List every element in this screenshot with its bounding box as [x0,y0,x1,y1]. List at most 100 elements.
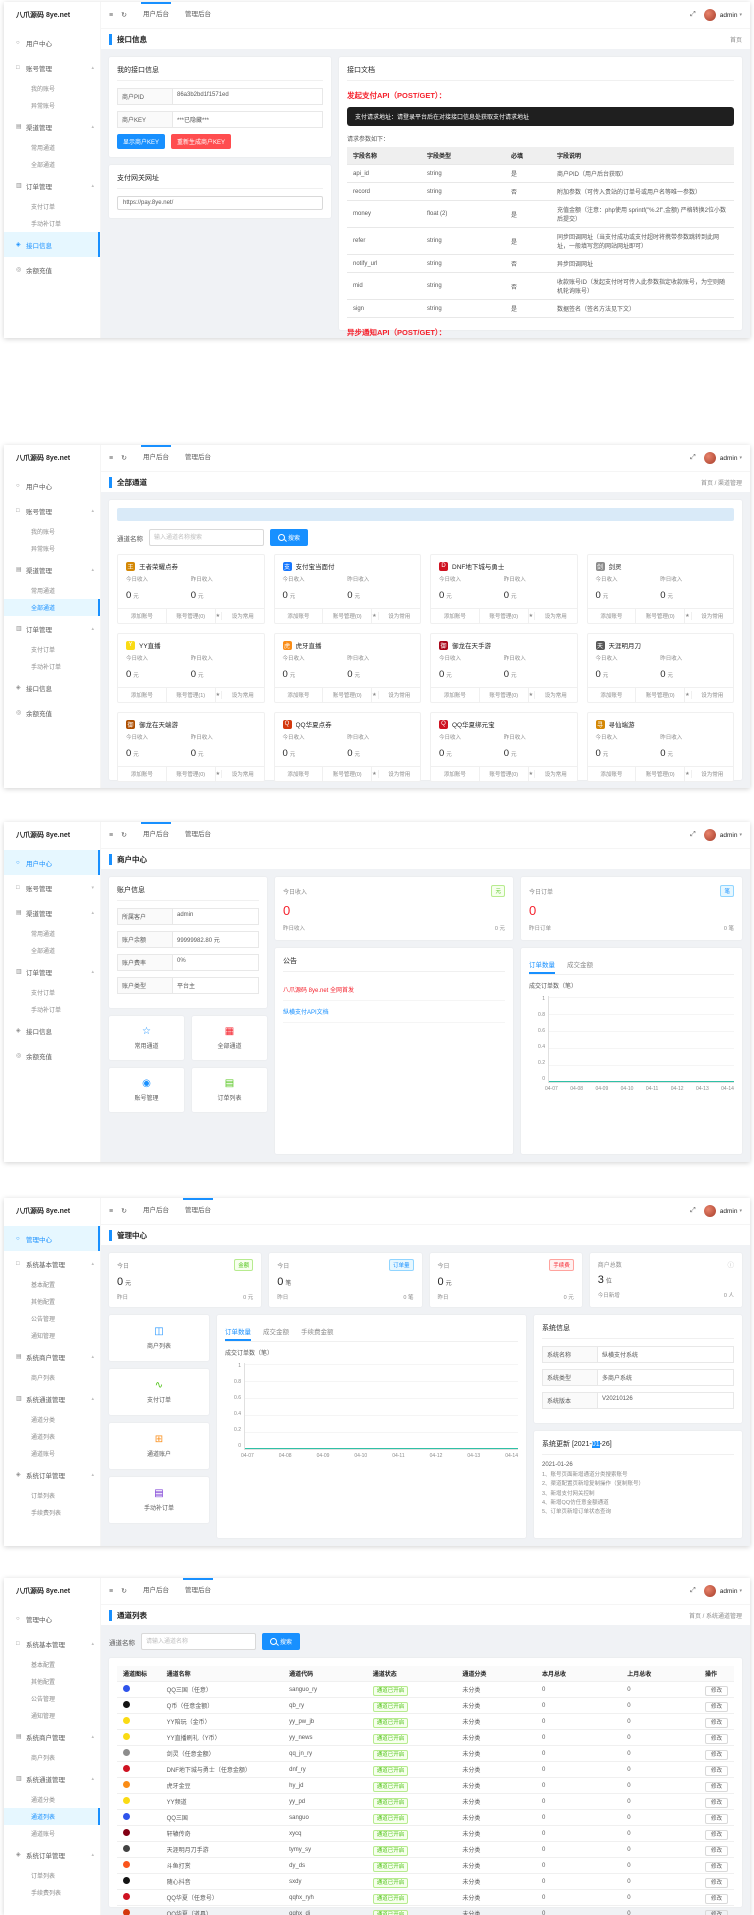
manage-accounts-link[interactable]: 账号管理(1) [165,688,215,702]
edit-button[interactable]: 修改 [704,1765,728,1776]
search-button[interactable]: 搜索 [262,1633,301,1650]
fullscreen-icon[interactable]: ⤢ [690,1207,696,1214]
tab-user-backend[interactable]: 用户后台 [142,1587,169,1594]
sidebar-item[interactable]: ○ 管理中心 [4,1606,100,1631]
sidebar-item[interactable]: 商户列表 [4,1749,100,1766]
username[interactable]: admin [719,454,738,462]
manage-accounts-link[interactable]: 账号管理(0) [478,767,528,781]
add-account-link[interactable]: 添加账号 [600,614,623,620]
sidebar-item[interactable]: ▥ 订单管理 ▴ [4,959,100,984]
manage-accounts-link[interactable]: 账号管理(0) [635,609,684,623]
sidebar-item[interactable]: 通道账号 [4,1445,100,1462]
sidebar-item[interactable]: ◎ 余额充值 [4,1043,100,1068]
quick-action-card[interactable]: ▤ 手动补订单 [109,1477,209,1523]
manage-accounts-link[interactable]: 账号管理(0) [478,688,528,702]
edit-button[interactable]: 修改 [704,1701,728,1712]
set-favorite-link[interactable]: ★ 设为常用 [684,609,733,623]
sidebar-item[interactable]: 异常账号 [4,97,100,114]
sidebar-item[interactable]: □ 账号管理 ▾ [4,875,100,900]
sidebar-item[interactable]: ▤ 系统商户管理 ▴ [4,1724,100,1749]
search-input[interactable] [149,529,264,546]
sidebar-item[interactable]: 手续费列表 [4,1884,100,1901]
breadcrumb[interactable]: 首页 / 渠道管理 [700,480,742,487]
sidebar-item[interactable]: ▥ 订单管理 ▴ [4,616,100,641]
sidebar-item[interactable]: ▥ 订单管理 ▴ [4,173,100,198]
refresh-icon[interactable]: ↻ [121,12,127,19]
add-account-link[interactable]: 添加账号 [130,772,153,778]
username[interactable]: admin [719,11,738,19]
set-favorite-link[interactable]: ★ 设为常用 [214,688,264,702]
edit-button[interactable]: 修改 [704,1813,728,1824]
sidebar-item[interactable]: 通道分类 [4,1411,100,1428]
edit-button[interactable]: 修改 [704,1733,728,1744]
sidebar-item[interactable]: □ 系统基本管理 ▴ [4,1631,100,1656]
edit-button[interactable]: 修改 [704,1893,728,1904]
tab-user-backend[interactable]: 用户后台 [135,822,177,848]
sidebar-item[interactable]: ◈ 接口信息 [4,232,100,257]
set-favorite-link[interactable]: ★ 设为常用 [214,609,264,623]
sidebar-item[interactable]: 手动补订单 [4,658,100,675]
set-favorite-link[interactable]: ★ 设为常用 [684,688,733,702]
edit-button[interactable]: 修改 [704,1797,728,1808]
tab-user-backend[interactable]: 用户后台 [135,2,177,28]
add-account-link[interactable]: 添加账号 [130,693,153,699]
set-favorite-link[interactable]: ★ 设为常用 [684,767,733,781]
sidebar-item[interactable]: 我的账号 [4,80,100,97]
set-favorite-link[interactable]: ★ 设为常用 [371,767,420,781]
set-favorite-link[interactable]: ★ 设为常用 [371,609,420,623]
avatar[interactable] [703,1205,716,1217]
quick-action-card[interactable]: ◉ 账号管理 [109,1068,184,1112]
edit-button[interactable]: 修改 [704,1717,728,1728]
fold-icon[interactable]: ≡ [109,1587,114,1595]
regenerate-key-button[interactable]: 重新生成商户KEY [171,134,232,149]
refresh-icon[interactable]: ↻ [121,1588,127,1595]
add-account-link[interactable]: 添加账号 [443,614,466,620]
show-key-button[interactable]: 显示商户KEY [117,134,166,149]
edit-button[interactable]: 修改 [704,1829,728,1840]
sidebar-item[interactable]: 通道账号 [4,1825,100,1842]
chart-tab[interactable]: 成交金额 [567,962,593,969]
sidebar-item[interactable]: 常用通道 [4,925,100,942]
sidebar-item[interactable]: 通知管理 [4,1707,100,1724]
sidebar-item[interactable]: 订单列表 [4,1867,100,1884]
add-account-link[interactable]: 添加账号 [600,693,623,699]
edit-button[interactable]: 修改 [704,1781,728,1792]
tab-admin-backend[interactable]: 管理后台 [184,454,211,461]
add-account-link[interactable]: 添加账号 [287,693,310,699]
edit-button[interactable]: 修改 [704,1877,728,1888]
edit-button[interactable]: 修改 [704,1909,728,1915]
sidebar-item[interactable]: 全部通道 [4,599,100,616]
sidebar-item[interactable]: 其他配置 [4,1673,100,1690]
refresh-icon[interactable]: ↻ [121,1208,127,1215]
tab-admin-backend[interactable]: 管理后台 [184,831,211,838]
quick-action-card[interactable]: ∿ 支付订单 [109,1369,209,1415]
sidebar-item[interactable]: ◈ 系统订单管理 ▴ [4,1842,100,1867]
announcement-item[interactable]: 纵横支付API文档 [283,1001,505,1023]
sidebar-item[interactable]: 手动补订单 [4,215,100,232]
set-favorite-link[interactable]: ★ 设为常用 [527,688,577,702]
set-favorite-link[interactable]: ★ 设为常用 [527,767,577,781]
search-input[interactable] [141,1633,256,1650]
sidebar-item[interactable]: ▥ 系统通道管理 ▴ [4,1766,100,1791]
set-favorite-link[interactable]: ★ 设为常用 [527,609,577,623]
sidebar-item[interactable]: 通道列表 [4,1808,100,1825]
fold-icon[interactable]: ≡ [109,454,114,462]
fullscreen-icon[interactable]: ⤢ [690,1587,696,1594]
chart-tab[interactable]: 订单数量 [529,956,555,974]
quick-action-card[interactable]: ☆ 常用通道 [109,1016,184,1060]
add-account-link[interactable]: 添加账号 [443,772,466,778]
avatar[interactable] [703,452,716,464]
sidebar-item[interactable]: 基本配置 [4,1656,100,1673]
sidebar-item[interactable]: 商户列表 [4,1369,100,1386]
sidebar-item[interactable]: 支付订单 [4,984,100,1001]
sidebar-item[interactable]: ◎ 余额充值 [4,700,100,725]
search-button[interactable]: 搜索 [270,529,309,546]
avatar[interactable] [703,829,716,841]
sidebar-item[interactable]: ▤ 系统商户管理 ▴ [4,1344,100,1369]
sidebar-item[interactable]: 手动补订单 [4,1001,100,1018]
sidebar-item[interactable]: ▥ 系统通道管理 ▴ [4,1386,100,1411]
sidebar-item[interactable]: ◈ 接口信息 [4,675,100,700]
sidebar-item[interactable]: 全部通道 [4,156,100,173]
sidebar-item[interactable]: ▤ 渠道管理 ▴ [4,114,100,139]
sidebar-item[interactable]: ○ 用户中心 [4,850,100,875]
